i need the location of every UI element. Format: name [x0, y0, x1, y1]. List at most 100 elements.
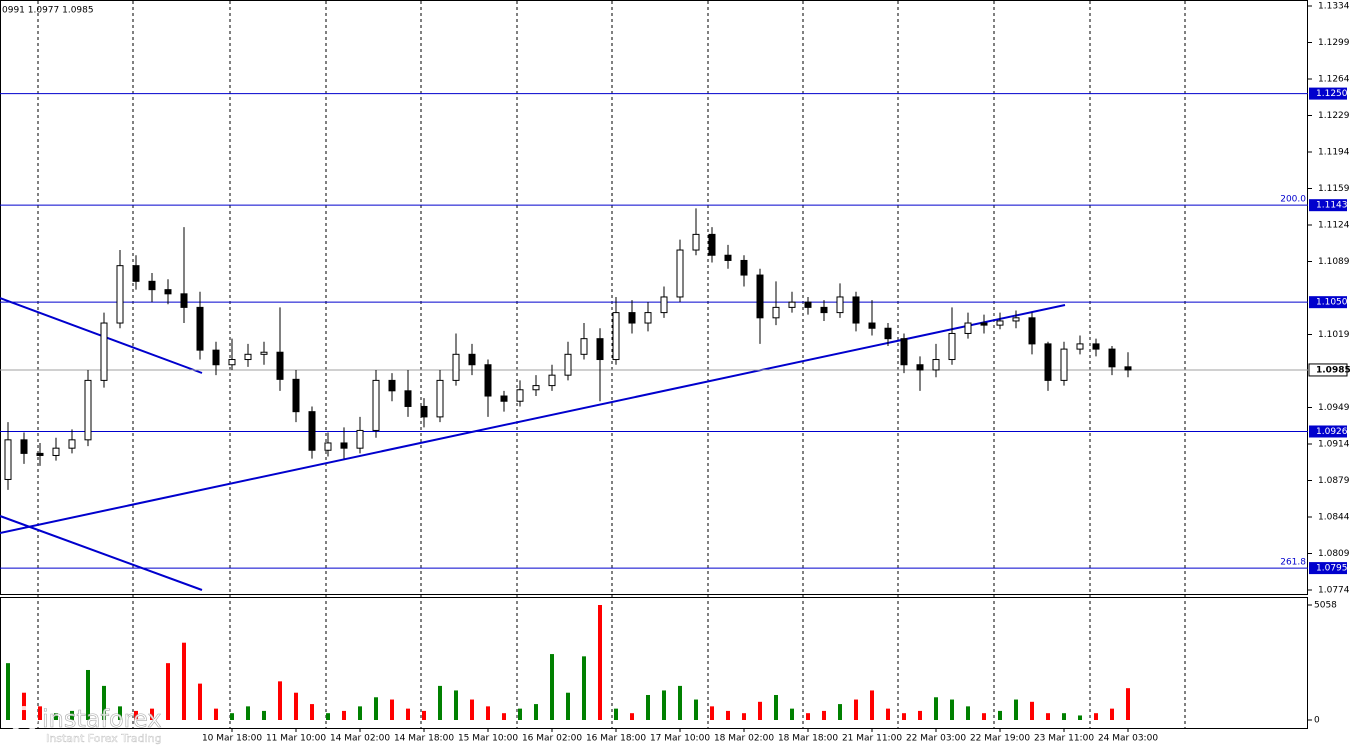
y-tick-label: 1.0914	[1318, 440, 1350, 450]
volume-bar	[950, 699, 954, 720]
x-tick-label: 14 Mar 02:00	[330, 734, 390, 744]
volume-bar	[614, 708, 618, 720]
x-tick-label: 17 Mar 10:00	[650, 734, 710, 744]
volume-bar	[438, 685, 442, 720]
volume-bar	[1062, 713, 1066, 720]
price-panel	[0, 0, 1308, 595]
candle-body	[724, 254, 732, 261]
candle-body	[340, 442, 348, 449]
x-tick-label: 11 Mar 10:00	[266, 734, 326, 744]
volume-bar	[358, 706, 362, 720]
volume-tick-label: 5058	[1314, 601, 1337, 611]
candle-body	[132, 265, 140, 282]
candle-body	[84, 379, 92, 441]
volume-bar	[774, 694, 778, 720]
volume-bar	[838, 704, 842, 720]
watermark: instaforex Instant Forex Trading	[10, 705, 162, 745]
candle-body	[1092, 343, 1100, 350]
volume-bar	[246, 706, 250, 720]
volume-bar	[166, 663, 170, 720]
candle-body	[756, 274, 764, 319]
level-box	[1309, 562, 1347, 575]
volume-bar	[86, 669, 90, 720]
x-tick-label: 16 Mar 18:00	[586, 734, 646, 744]
candle-body	[148, 280, 156, 291]
x-tick-label: 22 Mar 19:00	[970, 734, 1030, 744]
x-tick-label: 21 Mar 11:00	[842, 734, 902, 744]
candle-body	[36, 452, 44, 456]
watermark-tagline: Instant Forex Trading	[46, 732, 162, 745]
candle-body	[484, 364, 492, 397]
volume-panel	[0, 597, 1308, 729]
volume-bar	[1078, 715, 1082, 720]
candle-body	[180, 293, 188, 308]
volume-bar	[390, 699, 394, 720]
volume-bar	[230, 713, 234, 720]
vertical-grid	[37, 1, 1186, 728]
volume-bar	[182, 642, 186, 720]
volume-bar	[550, 654, 554, 720]
candle-body	[948, 332, 956, 361]
candle-body	[1012, 317, 1020, 322]
candle-body	[1060, 348, 1068, 381]
y-tick-label: 1.1194	[1318, 148, 1350, 158]
volume-bar	[150, 708, 154, 720]
candle-body	[708, 233, 716, 256]
volume-bar	[998, 710, 1002, 720]
y-tick-label: 1.0844	[1318, 513, 1350, 523]
candle-body	[580, 338, 588, 355]
x-tick-label: 10 Mar 18:00	[202, 734, 262, 744]
candle-body	[932, 359, 940, 371]
candle-body	[628, 312, 636, 324]
candle-body	[516, 389, 524, 402]
volume-bar	[806, 713, 810, 720]
candle-body	[388, 379, 396, 392]
candle-body	[500, 395, 508, 402]
volume-bar	[918, 710, 922, 720]
volume-bar	[982, 713, 986, 720]
candle-body	[1028, 317, 1036, 345]
level-label: 1.1250	[1316, 89, 1348, 99]
candle-body	[900, 338, 908, 366]
level-box	[1309, 296, 1347, 309]
volume-bar	[118, 706, 122, 720]
fib-label: 261.8	[1280, 558, 1306, 568]
candle-body	[676, 249, 684, 298]
volume-bar	[198, 683, 202, 720]
y-tick-label: 1.1159	[1318, 184, 1350, 194]
candle-body	[660, 296, 668, 314]
current-price-box	[1308, 363, 1348, 377]
candle-body	[980, 322, 988, 326]
candle-body	[804, 301, 812, 308]
current-price-label: 1.0985	[1316, 365, 1350, 375]
volume-bar	[502, 713, 506, 720]
candle-body	[404, 390, 412, 407]
candle-body	[372, 379, 380, 431]
watermark-brand: instaforex	[42, 705, 162, 733]
volume-bar	[294, 692, 298, 720]
candle-body	[852, 296, 860, 324]
volume-bar	[646, 694, 650, 720]
volume-bar	[886, 708, 890, 720]
candle-body	[644, 312, 652, 324]
volume-bar	[1014, 699, 1018, 720]
candle-body	[68, 439, 76, 449]
candle-body	[820, 306, 828, 314]
volume-bar	[630, 713, 634, 720]
y-tick-label: 1.0774	[1318, 586, 1350, 596]
volume-bar	[662, 690, 666, 720]
level-label: 1.1143	[1316, 201, 1348, 211]
y-tick-label: 1.1264	[1318, 75, 1350, 85]
candle-body	[116, 265, 124, 324]
volume-tick-label: 0	[1314, 716, 1320, 726]
candle-body	[836, 296, 844, 314]
candle-body	[1108, 348, 1116, 368]
candle-body	[4, 439, 12, 480]
volume-bar	[1030, 701, 1034, 720]
volume-bar	[822, 710, 826, 720]
x-tick-label: 18 Mar 02:00	[714, 734, 774, 744]
candle-body	[452, 353, 460, 381]
volume-bar	[694, 699, 698, 720]
candle-body	[260, 351, 268, 355]
volume-bar	[1046, 713, 1050, 720]
